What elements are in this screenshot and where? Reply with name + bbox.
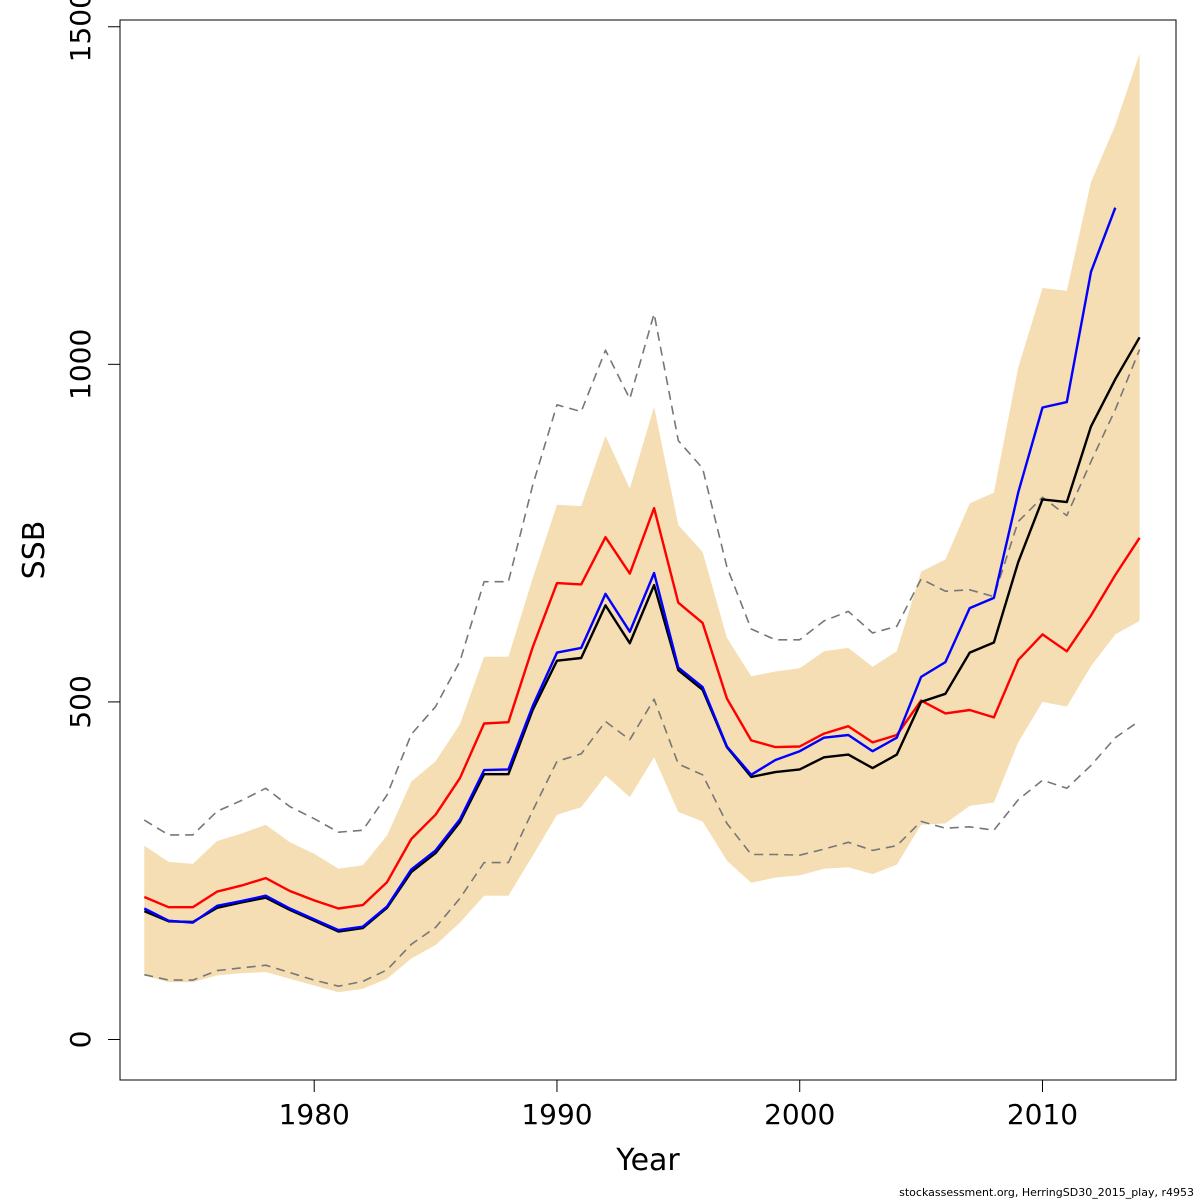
x-tick-label: 1980 [279, 1098, 350, 1131]
axes-layer: 1980 1990 2000 2010 0 500 1000 1500 [64, 0, 1078, 1131]
series-line-0 [143, 336, 1141, 933]
y-tick-label: 1000 [64, 329, 97, 400]
x-tick-label: 2010 [1007, 1098, 1078, 1131]
y-tick-label: 0 [64, 1031, 97, 1049]
x-axis-title: Year [615, 1143, 680, 1178]
series-line-2 [143, 506, 1141, 910]
series-layer [143, 207, 1141, 988]
confidence-band-layer [144, 53, 1140, 993]
x-tick-label: 1990 [521, 1098, 592, 1131]
footnote: stockassessment.org, HerringSD30_2015_pl… [899, 1186, 1194, 1199]
series-line-4 [144, 698, 1141, 988]
y-axis-title: SSB [17, 521, 52, 580]
confidence-band [144, 53, 1140, 993]
y-tick-label: 500 [64, 675, 97, 728]
x-tick-label: 2000 [764, 1098, 835, 1131]
series-line-3 [143, 312, 1141, 836]
y-tick-label: 1500 [64, 0, 97, 62]
series-line-1 [143, 207, 1117, 932]
